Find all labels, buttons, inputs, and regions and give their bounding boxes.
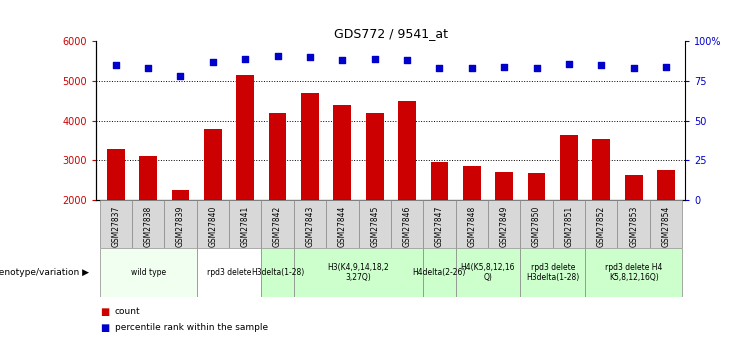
Bar xyxy=(333,105,351,279)
Text: GSM27841: GSM27841 xyxy=(241,206,250,247)
Bar xyxy=(99,248,196,297)
Point xyxy=(304,55,316,60)
Point xyxy=(239,56,251,62)
Text: GSM27840: GSM27840 xyxy=(208,206,217,247)
Bar xyxy=(560,135,578,279)
Text: GSM27849: GSM27849 xyxy=(499,206,508,247)
Point xyxy=(142,66,154,71)
Text: GSM27853: GSM27853 xyxy=(629,206,638,247)
Bar xyxy=(366,113,384,279)
Text: GSM27839: GSM27839 xyxy=(176,206,185,247)
Bar xyxy=(326,200,359,248)
Text: H3delta(1-28): H3delta(1-28) xyxy=(251,268,305,277)
Text: H4delta(2-26): H4delta(2-26) xyxy=(413,268,466,277)
Bar xyxy=(463,166,481,279)
Point xyxy=(531,66,542,71)
Bar xyxy=(488,200,520,248)
Bar xyxy=(293,200,326,248)
Point xyxy=(207,59,219,65)
Bar xyxy=(553,200,585,248)
Point xyxy=(660,64,672,70)
Text: count: count xyxy=(115,307,141,316)
Text: genotype/variation ▶: genotype/variation ▶ xyxy=(0,268,89,277)
Bar xyxy=(293,248,423,297)
Bar xyxy=(139,156,157,279)
Point xyxy=(628,66,639,71)
Bar xyxy=(204,129,222,279)
Bar xyxy=(196,248,262,297)
Point xyxy=(433,66,445,71)
Bar xyxy=(495,171,513,279)
Bar xyxy=(625,175,642,279)
Bar xyxy=(172,190,190,279)
Bar xyxy=(132,200,165,248)
Bar xyxy=(236,75,254,279)
Text: GSM27847: GSM27847 xyxy=(435,206,444,247)
Text: percentile rank within the sample: percentile rank within the sample xyxy=(115,323,268,332)
Bar xyxy=(528,173,545,279)
Bar xyxy=(617,200,650,248)
Text: rpd3 delete: rpd3 delete xyxy=(207,268,251,277)
Bar xyxy=(423,248,456,297)
Bar xyxy=(520,200,553,248)
Bar xyxy=(592,139,610,279)
Text: GSM27852: GSM27852 xyxy=(597,206,606,247)
Point xyxy=(563,61,575,66)
Bar xyxy=(520,248,585,297)
Bar xyxy=(99,200,132,248)
Bar xyxy=(107,148,124,279)
Title: GDS772 / 9541_at: GDS772 / 9541_at xyxy=(334,27,448,40)
Point xyxy=(175,73,187,79)
Bar xyxy=(269,113,287,279)
Bar xyxy=(229,200,262,248)
Point xyxy=(595,62,607,68)
Bar xyxy=(262,200,293,248)
Text: rpd3 delete H4
K5,8,12,16Q): rpd3 delete H4 K5,8,12,16Q) xyxy=(605,263,662,282)
Text: GSM27842: GSM27842 xyxy=(273,206,282,247)
Text: ■: ■ xyxy=(100,323,109,333)
Bar xyxy=(165,200,196,248)
Text: wild type: wild type xyxy=(130,268,166,277)
Point xyxy=(498,64,510,70)
Bar xyxy=(423,200,456,248)
Point xyxy=(272,53,284,58)
Text: rpd3 delete
H3delta(1-28): rpd3 delete H3delta(1-28) xyxy=(526,263,579,282)
Bar xyxy=(585,200,617,248)
Bar xyxy=(431,162,448,279)
Bar xyxy=(196,200,229,248)
Bar xyxy=(301,93,319,279)
Text: H4(K5,8,12,16
Q): H4(K5,8,12,16 Q) xyxy=(461,263,515,282)
Text: GSM27846: GSM27846 xyxy=(402,206,411,247)
Point xyxy=(336,58,348,63)
Bar xyxy=(650,200,682,248)
Text: GSM27844: GSM27844 xyxy=(338,206,347,247)
Text: ■: ■ xyxy=(100,307,109,317)
Bar xyxy=(456,248,520,297)
Text: GSM27851: GSM27851 xyxy=(565,206,574,247)
Bar xyxy=(585,248,682,297)
Bar xyxy=(657,170,675,279)
Bar xyxy=(456,200,488,248)
Point xyxy=(110,62,122,68)
Text: GSM27838: GSM27838 xyxy=(144,206,153,247)
Point xyxy=(466,66,478,71)
Bar xyxy=(391,200,423,248)
Text: GSM27850: GSM27850 xyxy=(532,206,541,247)
Point xyxy=(401,58,413,63)
Text: GSM27843: GSM27843 xyxy=(305,206,314,247)
Text: GSM27848: GSM27848 xyxy=(468,206,476,247)
Bar xyxy=(398,101,416,279)
Bar xyxy=(262,248,293,297)
Text: GSM27854: GSM27854 xyxy=(662,206,671,247)
Text: H3(K4,9,14,18,2
3,27Q): H3(K4,9,14,18,2 3,27Q) xyxy=(328,263,389,282)
Point xyxy=(369,56,381,62)
Text: GSM27845: GSM27845 xyxy=(370,206,379,247)
Text: GSM27837: GSM27837 xyxy=(111,206,120,247)
Bar xyxy=(359,200,391,248)
